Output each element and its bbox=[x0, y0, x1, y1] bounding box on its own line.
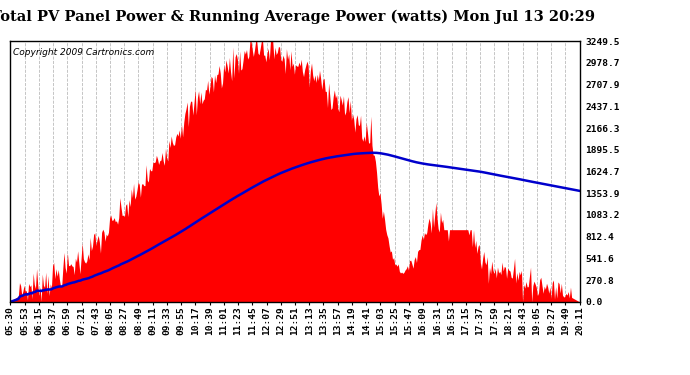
Text: Total PV Panel Power & Running Average Power (watts) Mon Jul 13 20:29: Total PV Panel Power & Running Average P… bbox=[0, 9, 595, 24]
Text: Copyright 2009 Cartronics.com: Copyright 2009 Cartronics.com bbox=[13, 48, 155, 57]
